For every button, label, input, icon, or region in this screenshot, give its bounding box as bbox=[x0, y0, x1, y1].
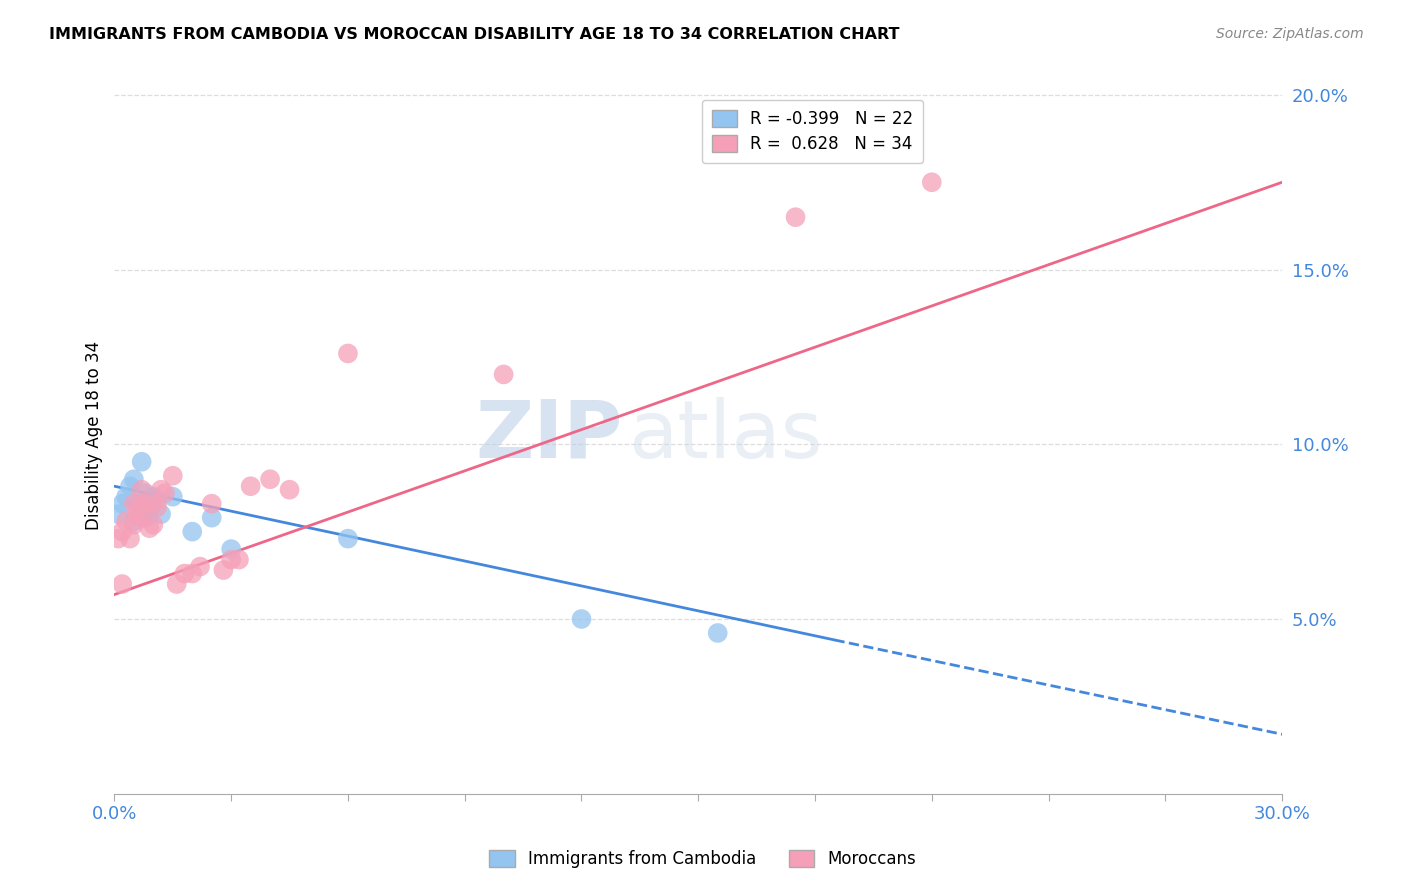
Point bbox=[115, 490, 138, 504]
Point bbox=[173, 566, 195, 581]
Point bbox=[142, 497, 165, 511]
Point bbox=[219, 552, 242, 566]
Point bbox=[228, 552, 250, 566]
Point bbox=[150, 507, 173, 521]
Point bbox=[118, 479, 141, 493]
Point bbox=[122, 472, 145, 486]
Point bbox=[336, 346, 359, 360]
Point bbox=[239, 479, 262, 493]
Point bbox=[571, 612, 593, 626]
Point bbox=[181, 566, 204, 581]
Point bbox=[706, 626, 728, 640]
Point bbox=[118, 532, 141, 546]
Point bbox=[201, 497, 224, 511]
Point bbox=[111, 497, 134, 511]
Legend: Immigrants from Cambodia, Moroccans: Immigrants from Cambodia, Moroccans bbox=[482, 843, 924, 875]
Point bbox=[278, 483, 301, 497]
Text: atlas: atlas bbox=[628, 397, 823, 475]
Point bbox=[188, 559, 211, 574]
Text: Source: ZipAtlas.com: Source: ZipAtlas.com bbox=[1216, 27, 1364, 41]
Point bbox=[153, 486, 176, 500]
Point bbox=[122, 517, 145, 532]
Point bbox=[336, 532, 359, 546]
Point bbox=[212, 563, 235, 577]
Point bbox=[131, 455, 153, 469]
Point bbox=[138, 521, 160, 535]
Point bbox=[146, 493, 169, 508]
Point bbox=[135, 510, 157, 524]
Point bbox=[166, 577, 188, 591]
Point bbox=[111, 577, 134, 591]
Point bbox=[259, 472, 281, 486]
Y-axis label: Disability Age 18 to 34: Disability Age 18 to 34 bbox=[86, 341, 103, 530]
Point bbox=[135, 486, 157, 500]
Point bbox=[142, 517, 165, 532]
Point bbox=[131, 500, 153, 515]
Point bbox=[122, 497, 145, 511]
Point bbox=[162, 468, 184, 483]
Point bbox=[111, 524, 134, 539]
Point bbox=[107, 532, 129, 546]
Point bbox=[146, 500, 169, 515]
Point bbox=[181, 524, 204, 539]
Point bbox=[115, 514, 138, 528]
Point bbox=[138, 507, 160, 521]
Point bbox=[122, 514, 145, 528]
Point bbox=[107, 507, 129, 521]
Point bbox=[150, 483, 173, 497]
Point bbox=[921, 175, 943, 189]
Point bbox=[785, 210, 807, 224]
Point bbox=[127, 507, 149, 521]
Point bbox=[131, 483, 153, 497]
Point bbox=[142, 490, 165, 504]
Point bbox=[162, 490, 184, 504]
Point bbox=[492, 368, 515, 382]
Point bbox=[201, 510, 224, 524]
Legend: R = -0.399   N = 22, R =  0.628   N = 34: R = -0.399 N = 22, R = 0.628 N = 34 bbox=[702, 100, 924, 163]
Point bbox=[127, 500, 149, 515]
Point bbox=[131, 510, 153, 524]
Point bbox=[219, 542, 242, 557]
Text: ZIP: ZIP bbox=[475, 397, 623, 475]
Point bbox=[127, 497, 149, 511]
Text: IMMIGRANTS FROM CAMBODIA VS MOROCCAN DISABILITY AGE 18 TO 34 CORRELATION CHART: IMMIGRANTS FROM CAMBODIA VS MOROCCAN DIS… bbox=[49, 27, 900, 42]
Point bbox=[135, 497, 157, 511]
